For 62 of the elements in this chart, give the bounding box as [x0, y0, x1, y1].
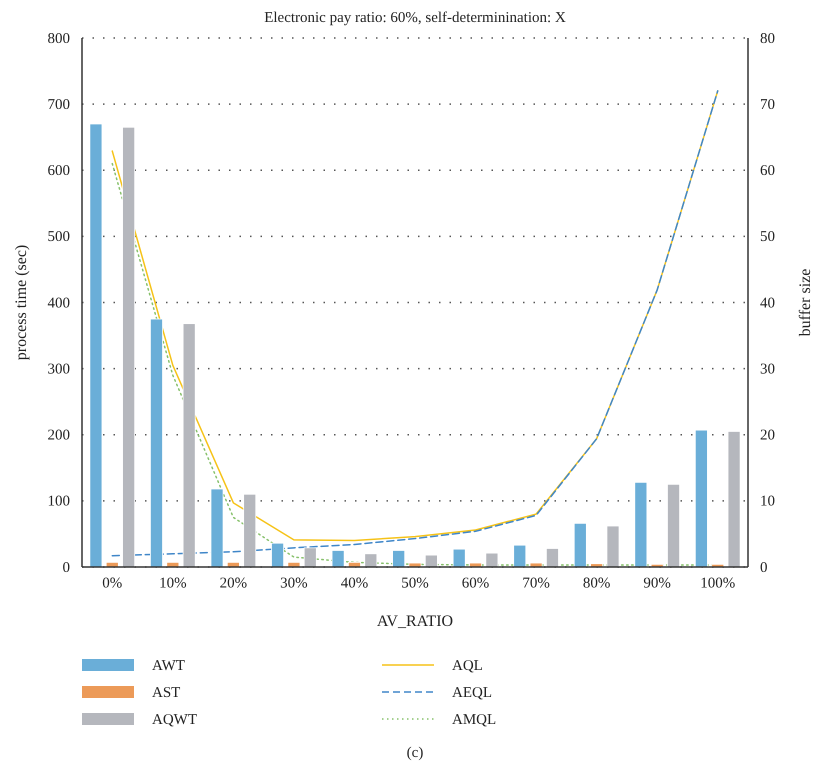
bar — [210, 488, 224, 568]
legend-label: AEQL — [452, 685, 492, 701]
bar — [271, 542, 284, 568]
y-tick-label: 800 — [48, 30, 70, 47]
legend-label: AQWT — [152, 712, 197, 728]
bar — [150, 318, 163, 568]
x-tick-label: 60% — [462, 576, 490, 592]
x-tick-label: 80% — [582, 576, 610, 592]
y-tick-label: 500 — [48, 229, 70, 246]
x-tick-label: 0% — [102, 576, 122, 592]
bar — [485, 552, 498, 568]
y2-tick-label: 0 — [760, 560, 768, 576]
bar — [182, 323, 196, 568]
bar — [304, 547, 317, 568]
y2-tick-label: 40 — [760, 295, 775, 312]
x-tick-label: 20% — [220, 576, 248, 592]
y2-tick-label: 60 — [760, 163, 775, 180]
bar — [634, 482, 648, 568]
y-tick-label: 600 — [48, 163, 70, 180]
x-tick-label: 90% — [643, 576, 671, 592]
bar — [574, 522, 587, 568]
y2-tick-label: 10 — [760, 494, 775, 510]
bar — [667, 484, 680, 568]
y2-axis-title: buffer size — [797, 268, 814, 336]
x-tick-label: 40% — [340, 576, 368, 592]
y-tick-label: 300 — [48, 361, 70, 378]
x-tick-label: 100% — [700, 576, 736, 592]
y-tick-label: 400 — [48, 295, 70, 312]
x-tick-label: 30% — [280, 576, 308, 592]
x-axis-title: AV_RATIO — [376, 613, 454, 630]
x-tick-label: 50% — [401, 576, 429, 592]
chart-title: Electronic pay ratio: 60%, self-determinination: X — [264, 10, 566, 26]
y-tick-label: 0 — [62, 560, 70, 576]
y-tick-label: 100 — [48, 494, 70, 510]
bar — [332, 550, 345, 568]
x-tick-label: 70% — [522, 576, 550, 592]
y-tick-label: 700 — [48, 96, 70, 113]
legend-label: AST — [152, 685, 180, 701]
y2-tick-label: 20 — [760, 428, 775, 444]
y2-tick-label: 80 — [760, 30, 775, 47]
legend-label: AQL — [452, 658, 483, 674]
bar — [546, 548, 559, 568]
bar — [424, 554, 438, 568]
bar — [364, 553, 378, 568]
y2-tick-label: 30 — [760, 361, 775, 378]
legend-label: AMQL — [452, 712, 496, 728]
bar — [122, 126, 136, 568]
y-tick-label: 200 — [48, 428, 70, 444]
bar — [513, 544, 526, 568]
y-axis-title: process time (sec) — [13, 244, 30, 360]
bar — [606, 526, 620, 568]
text: (c) — [406, 745, 424, 761]
legend-label: AWT — [152, 658, 185, 674]
y2-tick-label: 50 — [760, 229, 775, 246]
bar — [243, 494, 256, 568]
bar — [694, 430, 708, 568]
bar — [728, 431, 741, 568]
bar — [89, 124, 102, 568]
bar — [392, 550, 406, 568]
x-tick-label: 10% — [159, 576, 187, 592]
bar — [452, 548, 466, 568]
y2-tick-label: 70 — [760, 96, 775, 113]
